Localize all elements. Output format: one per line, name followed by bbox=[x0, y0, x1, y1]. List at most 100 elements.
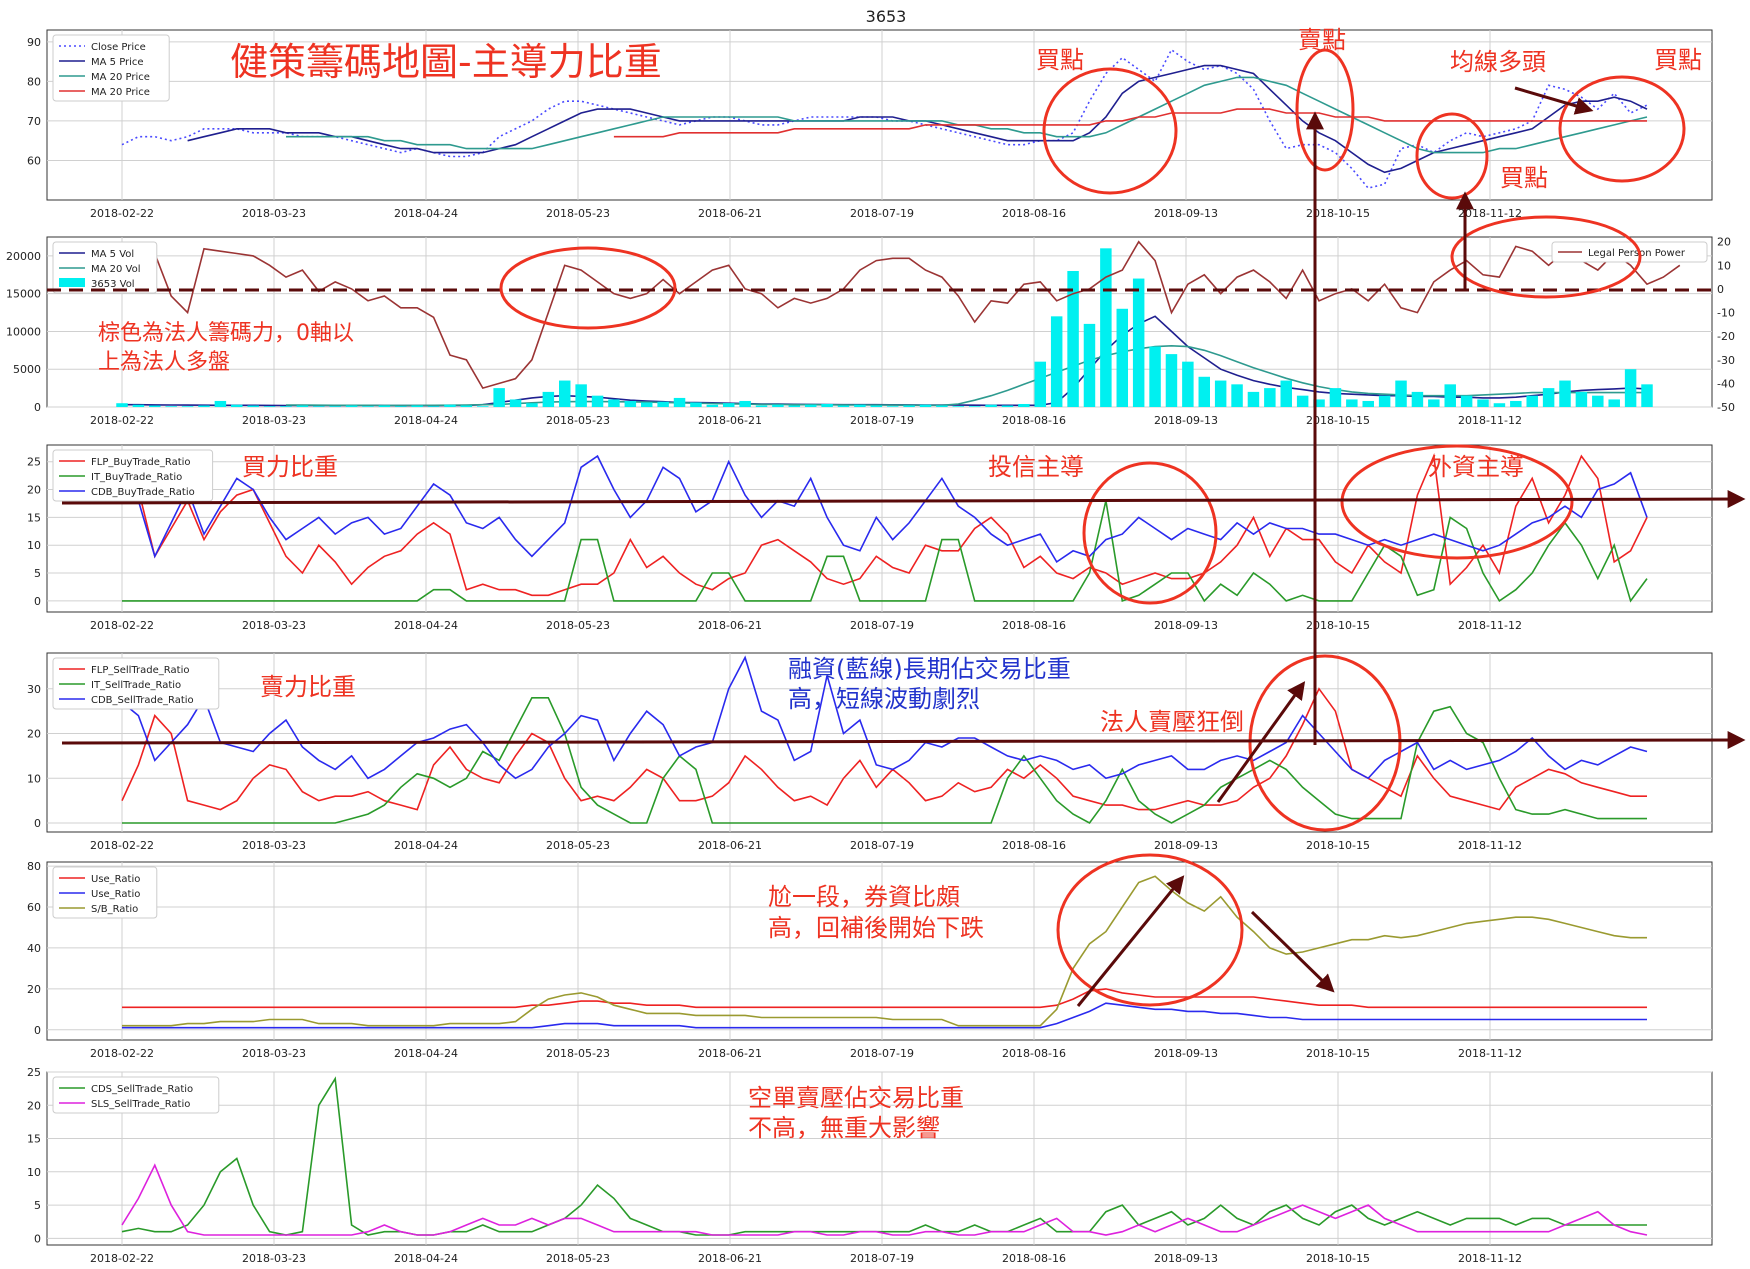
annotation-buy-point-1: 買點 bbox=[1036, 46, 1084, 74]
annotation-main-title: 健策籌碼地圖-主導力比重 bbox=[230, 40, 662, 84]
volume-bar bbox=[936, 405, 948, 407]
volume-bar bbox=[362, 406, 374, 407]
volume-bar bbox=[1395, 380, 1407, 407]
volume-bar bbox=[919, 404, 932, 407]
volume-bar bbox=[296, 405, 309, 407]
annotation-arrow bbox=[1250, 910, 1335, 993]
y-tick-label: 0 bbox=[34, 1232, 41, 1245]
x-tick-label: 2018-06-21 bbox=[698, 1047, 762, 1060]
highlight-ellipse bbox=[1082, 461, 1218, 605]
y2-tick-label: -10 bbox=[1717, 307, 1735, 320]
annotation-sb-note-2: 高，回補後開始下跌 bbox=[768, 914, 984, 942]
y-tick-label: 20 bbox=[27, 983, 41, 996]
legend-label: SLS_SellTrade_Ratio bbox=[91, 1099, 190, 1110]
volume-bar bbox=[1313, 399, 1325, 407]
volume-bar bbox=[1149, 346, 1161, 407]
x-tick-label: 2018-04-24 bbox=[394, 839, 458, 852]
x-tick-label: 2018-10-15 bbox=[1306, 207, 1370, 220]
x-tick-label: 2018-11-12 bbox=[1458, 414, 1522, 427]
volume-bar bbox=[575, 384, 587, 407]
volume-bar bbox=[1198, 376, 1210, 407]
x-tick-label: 2018-08-16 bbox=[1002, 619, 1066, 632]
volume-bar bbox=[313, 406, 325, 407]
volume-bar bbox=[1526, 395, 1538, 407]
x-tick-label: 2018-04-24 bbox=[394, 1252, 458, 1265]
volume-bar bbox=[477, 406, 489, 407]
y-tick-label: 60 bbox=[27, 154, 41, 167]
volume-bar bbox=[968, 406, 981, 407]
volume-bar bbox=[821, 403, 833, 407]
volume-bar bbox=[329, 406, 341, 407]
volume-bar bbox=[804, 404, 817, 407]
x-tick-label: 2018-06-21 bbox=[698, 1252, 762, 1265]
highlight-ellipse bbox=[1042, 67, 1178, 195]
annotation-buy-point-3: 買點 bbox=[1500, 164, 1548, 192]
volume-bar bbox=[1329, 388, 1342, 407]
series-line bbox=[121, 687, 1647, 811]
x-tick-label: 2018-11-12 bbox=[1458, 1252, 1522, 1265]
legend-box bbox=[52, 657, 220, 710]
y-tick-label: 15 bbox=[27, 1133, 41, 1146]
x-tick-label: 2018-09-13 bbox=[1154, 1047, 1218, 1060]
volume-bar bbox=[509, 399, 522, 407]
legend-label: MA 20 Price bbox=[91, 87, 150, 98]
legend-box bbox=[52, 1076, 220, 1114]
x-tick-label: 2018-02-22 bbox=[90, 619, 154, 632]
y-tick-label: 10 bbox=[27, 772, 41, 785]
x-tick-label: 2018-04-24 bbox=[394, 207, 458, 220]
x-tick-label: 2018-05-23 bbox=[546, 839, 610, 852]
x-tick-label: 2018-10-15 bbox=[1306, 1047, 1370, 1060]
volume-bar bbox=[1067, 271, 1079, 407]
x-tick-label: 2018-03-23 bbox=[242, 414, 306, 427]
chart-panel-6: 2018-02-22 2018-03-23 2018-04-24 2018-05-23… bbox=[27, 1066, 1713, 1265]
x-tick-label: 2018-08-16 bbox=[1002, 1252, 1066, 1265]
volume-bar bbox=[181, 406, 194, 407]
annotation-legal-sell: 法人賣壓狂倒 bbox=[1100, 708, 1244, 736]
series-line bbox=[121, 240, 1681, 390]
x-tick-label: 2018-05-23 bbox=[546, 1252, 610, 1265]
volume-bar bbox=[837, 405, 850, 407]
volume-bar bbox=[772, 404, 784, 407]
legend-label: MA 5 Price bbox=[91, 57, 144, 68]
volume-bar bbox=[460, 405, 473, 407]
volume-bar bbox=[903, 405, 915, 407]
y-tick-label: 15000 bbox=[6, 288, 41, 301]
series-line bbox=[121, 1163, 1648, 1236]
volume-bar bbox=[1231, 384, 1243, 407]
volume-bar bbox=[640, 402, 653, 407]
volume-bar bbox=[395, 406, 407, 407]
y-tick-label: 90 bbox=[27, 36, 41, 49]
series-line bbox=[122, 500, 1648, 603]
y-tick-label: 25 bbox=[27, 1066, 41, 1079]
y-tick-label: 60 bbox=[27, 901, 41, 914]
x-tick-label: 2018-11-12 bbox=[1458, 1047, 1522, 1060]
volume-bar bbox=[231, 404, 243, 407]
volume-bar bbox=[1116, 308, 1129, 407]
series-line bbox=[121, 655, 1648, 780]
volume-bar bbox=[542, 391, 555, 407]
volume-bar bbox=[1559, 380, 1571, 407]
figure-title: 3653 bbox=[866, 7, 907, 26]
volume-bar bbox=[1510, 400, 1522, 407]
highlight-ellipse bbox=[1248, 654, 1402, 832]
legend-label: Close Price bbox=[91, 42, 146, 53]
highlight-ellipse bbox=[1558, 75, 1686, 183]
x-tick-label: 2018-02-22 bbox=[90, 207, 154, 220]
volume-bar bbox=[1165, 354, 1178, 407]
annotation-margin-note-1: 融資(藍線)長期佔交易比重 bbox=[788, 655, 1071, 683]
y-tick-label: 20 bbox=[27, 728, 41, 741]
plot-frame bbox=[46, 1071, 1713, 1246]
highlight-ellipse bbox=[1450, 215, 1642, 299]
volume-bar bbox=[444, 404, 456, 407]
y2-tick-label: -50 bbox=[1717, 401, 1735, 414]
x-tick-label: 2018-03-23 bbox=[242, 1252, 306, 1265]
volume-bar bbox=[1214, 380, 1227, 407]
volume-bar bbox=[1182, 361, 1194, 407]
x-tick-label: 2018-06-21 bbox=[698, 207, 762, 220]
y-tick-label: 0 bbox=[34, 1024, 41, 1037]
legend-label: FLP_SellTrade_Ratio bbox=[91, 665, 189, 676]
volume-bar bbox=[739, 400, 751, 407]
volume-bar bbox=[657, 401, 669, 407]
x-tick-label: 2018-08-16 bbox=[1002, 207, 1066, 220]
